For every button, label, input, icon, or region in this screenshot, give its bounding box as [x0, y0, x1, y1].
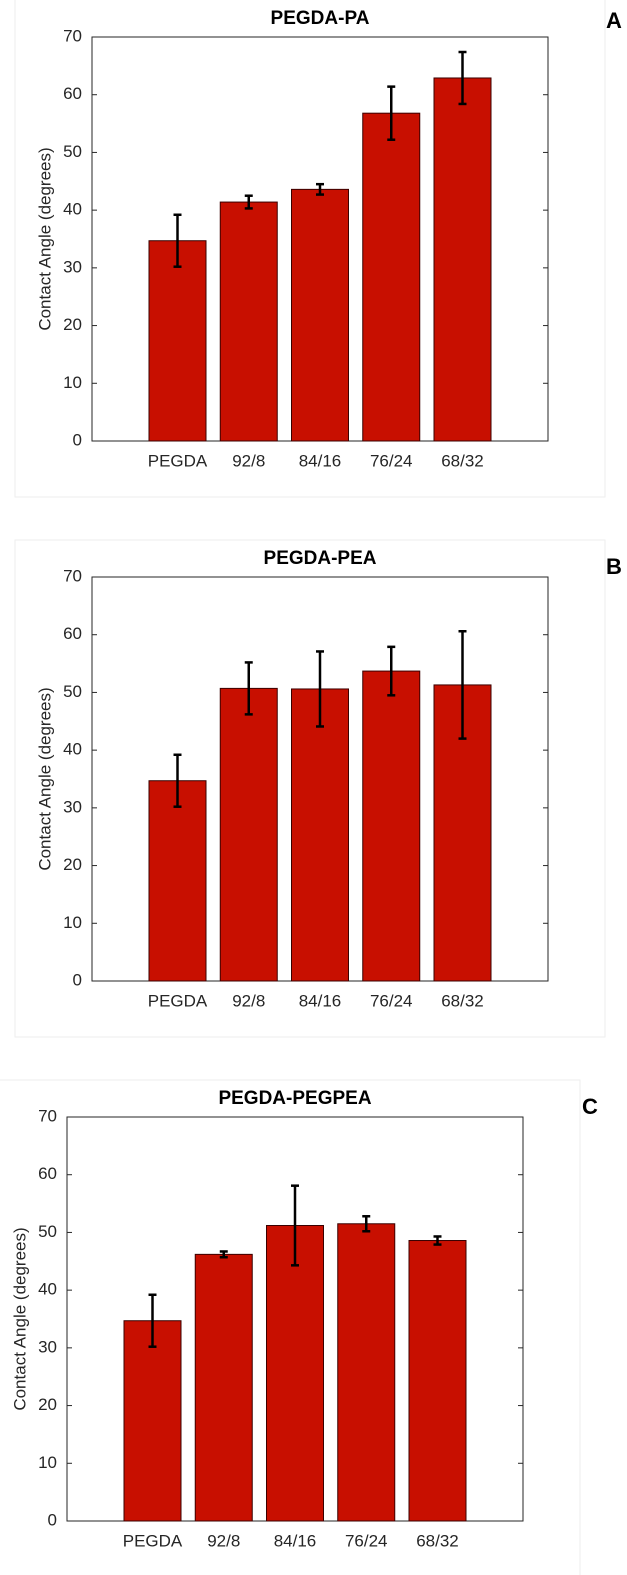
bar — [266, 1225, 324, 1522]
y-tick-label: 40 — [63, 740, 82, 759]
x-tick-label: 84/16 — [299, 991, 342, 1010]
x-tick-label: 92/8 — [232, 991, 265, 1010]
y-tick-label: 50 — [63, 682, 82, 701]
y-tick-label: 10 — [63, 913, 82, 932]
x-tick-label: 68/32 — [441, 991, 484, 1010]
panel-label: B — [606, 554, 622, 579]
chart-title: PEGDA-PEA — [264, 548, 377, 569]
y-tick-label: 30 — [63, 257, 82, 276]
panel-label: A — [606, 8, 622, 33]
bar — [362, 112, 421, 442]
y-tick-label: 0 — [48, 1510, 57, 1529]
y-tick-label: 10 — [38, 1453, 57, 1472]
bar — [408, 1240, 467, 1522]
x-tick-label: 76/24 — [370, 451, 413, 470]
x-tick-label: PEGDA — [123, 1531, 183, 1550]
x-tick-label: 92/8 — [207, 1531, 240, 1550]
x-tick-label: 68/32 — [441, 451, 484, 470]
x-tick-label: 84/16 — [274, 1531, 317, 1550]
bar — [291, 688, 349, 982]
bar — [219, 201, 278, 442]
y-tick-label: 50 — [38, 1222, 57, 1241]
y-tick-label: 60 — [63, 84, 82, 103]
x-tick-label: 76/24 — [345, 1531, 388, 1550]
bar — [148, 240, 207, 442]
bar — [148, 780, 207, 982]
y-tick-label: 70 — [63, 26, 82, 45]
y-tick-label: 20 — [38, 1395, 57, 1414]
y-tick-label: 20 — [63, 855, 82, 874]
x-tick-label: 84/16 — [299, 451, 342, 470]
x-tick-label: PEGDA — [148, 451, 208, 470]
y-axis-label: Contact Angle (degrees) — [35, 687, 54, 870]
y-tick-label: 30 — [63, 797, 82, 816]
y-axis-label: Contact Angle (degrees) — [10, 1227, 29, 1410]
bar — [194, 1253, 253, 1522]
x-tick-label: 68/32 — [416, 1531, 459, 1550]
panel-frame — [0, 1079, 581, 1575]
y-tick-label: 50 — [63, 142, 82, 161]
bar — [362, 670, 421, 982]
y-tick-label: 10 — [63, 373, 82, 392]
y-tick-label: 0 — [73, 430, 82, 449]
y-tick-label: 40 — [63, 200, 82, 219]
y-tick-label: 20 — [63, 315, 82, 334]
x-tick-label: 76/24 — [370, 991, 413, 1010]
bar — [219, 687, 278, 982]
panel-frame — [14, 0, 606, 498]
y-tick-label: 70 — [63, 566, 82, 585]
y-tick-label: 70 — [38, 1106, 57, 1125]
chart-title: PEGDA-PEGPEA — [218, 1088, 371, 1109]
panel-label: C — [582, 1094, 598, 1119]
bar — [123, 1320, 182, 1522]
bar — [337, 1223, 396, 1522]
y-axis-label: Contact Angle (degrees) — [35, 147, 54, 330]
bar — [291, 188, 349, 442]
bar — [433, 77, 492, 442]
chart-title: PEGDA-PA — [271, 8, 370, 29]
y-tick-label: 60 — [38, 1164, 57, 1183]
panel-frame — [14, 539, 606, 1038]
y-tick-label: 40 — [38, 1280, 57, 1299]
x-tick-label: 92/8 — [232, 451, 265, 470]
x-tick-label: PEGDA — [148, 991, 208, 1010]
y-tick-label: 0 — [73, 970, 82, 989]
y-tick-label: 30 — [38, 1337, 57, 1356]
y-tick-label: 60 — [63, 624, 82, 643]
